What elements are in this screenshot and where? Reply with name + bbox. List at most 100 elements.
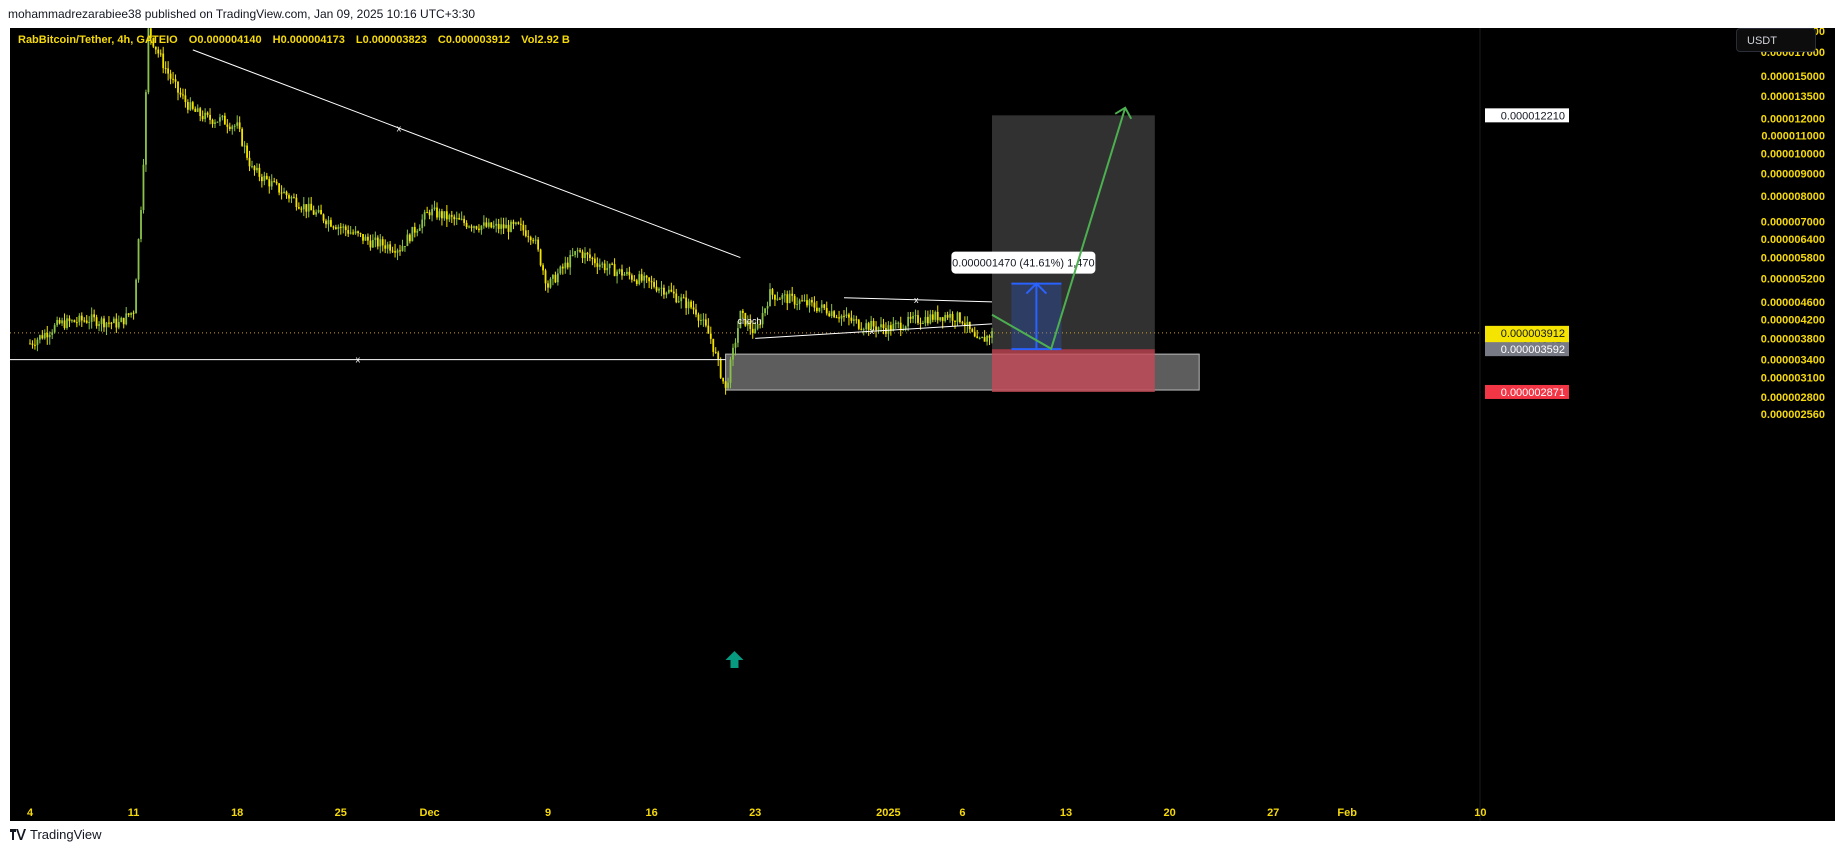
currency-button[interactable]: USDT: [1736, 28, 1816, 52]
candle-body: [334, 227, 337, 229]
candle-body: [667, 289, 670, 293]
candle-body: [322, 214, 325, 221]
candle-body: [34, 344, 36, 346]
candle-body: [613, 264, 616, 277]
candle-body: [877, 327, 880, 331]
candle-body: [771, 289, 774, 295]
tradingview-logo[interactable]: TradingView: [10, 827, 102, 842]
candle-body: [643, 275, 646, 281]
candle-body: [305, 204, 308, 212]
candle-body: [971, 329, 974, 332]
candle-body: [650, 281, 653, 283]
open-value: O0.000004140: [188, 34, 262, 46]
candle-body: [811, 300, 813, 303]
candle-body: [517, 222, 520, 224]
candle-body: [130, 312, 133, 315]
symbol-label[interactable]: RabBitcoin/Tether, 4h, GATEIO: [18, 34, 178, 46]
candle-body: [186, 102, 189, 110]
candle-body: [902, 329, 905, 331]
candle-body: [966, 321, 969, 326]
candle-body: [189, 102, 192, 110]
target-price-tag: 0.000012210: [1501, 110, 1565, 122]
candle-body: [275, 181, 278, 184]
candle-body: [623, 274, 626, 276]
candle-body: [527, 236, 530, 238]
candle-body: [951, 313, 954, 321]
candle-body: [258, 167, 261, 177]
projection-path[interactable]: [991, 107, 1127, 351]
candle-body: [51, 332, 54, 335]
candle-body: [956, 312, 959, 322]
price-chart[interactable]: x x x x choch 0.000001470 (41.61%) 1,470 0.000…: [10, 28, 1835, 821]
candle-body: [949, 313, 951, 318]
candle-body: [238, 122, 241, 129]
stop-loss-zone[interactable]: [992, 349, 1155, 392]
candle-body: [31, 343, 34, 345]
candle-body: [453, 216, 456, 220]
range-line[interactable]: [843, 297, 993, 303]
candle-body: [973, 331, 976, 337]
candle-body: [924, 316, 927, 324]
candle-body: [739, 310, 742, 329]
candle-body: [704, 319, 707, 326]
candle-body: [569, 254, 572, 268]
candle-body: [848, 314, 850, 318]
candle-body: [907, 316, 910, 327]
candle-body: [29, 343, 31, 345]
candle-body: [633, 279, 636, 281]
candle-body: [658, 288, 660, 291]
candle-body: [246, 145, 248, 158]
candle-body: [95, 317, 98, 326]
x-tick-label: 13: [1060, 807, 1072, 819]
candle-body: [482, 222, 485, 226]
target-zone[interactable]: [992, 115, 1155, 350]
candle-body: [507, 224, 510, 232]
trendline-x-marker: x: [397, 124, 402, 134]
candle-body: [682, 297, 685, 299]
candle-body: [808, 300, 811, 306]
candle-body: [288, 195, 290, 199]
candle-body: [880, 324, 882, 328]
x-tick-label: 16: [645, 807, 657, 819]
range-line[interactable]: [755, 323, 993, 339]
candle-body: [140, 210, 142, 240]
candle-body: [702, 319, 705, 321]
x-tick-label: 4: [27, 807, 34, 819]
candle-body: [58, 320, 61, 324]
y-tick-label: 0.000012000: [1761, 114, 1825, 126]
descending-trendline[interactable]: [192, 49, 741, 259]
publish-info: mohammadrezarabiee38 published on Tradin…: [8, 7, 476, 21]
candle-body: [512, 221, 515, 224]
candle-body: [468, 226, 470, 228]
candle-body: [371, 240, 374, 248]
candle-body: [717, 352, 720, 359]
candle-body: [364, 236, 367, 241]
candle-body: [892, 323, 895, 331]
y-tick-label: 0.000007000: [1761, 217, 1825, 229]
chart-area[interactable]: x x x x choch 0.000001470 (41.61%) 1,470 0.000…: [10, 28, 1835, 821]
x-tick-label: 18: [231, 807, 243, 819]
candle-body: [791, 293, 794, 296]
candle-body: [172, 78, 174, 80]
tradingview-logo-text: TradingView: [30, 827, 102, 842]
candle-body: [307, 203, 310, 212]
candle-body: [43, 332, 46, 339]
candle-body: [295, 197, 298, 208]
candle-body: [327, 220, 330, 225]
candle-body: [505, 224, 507, 229]
candle-body: [196, 108, 199, 112]
candle-body: [889, 325, 892, 331]
publish-bar: mohammadrezarabiee38 published on Tradin…: [0, 0, 1835, 28]
candle-body: [697, 314, 700, 321]
candle-body: [850, 317, 853, 321]
stop-price-tag: 0.000002871: [1501, 387, 1565, 399]
candle-body: [41, 335, 44, 339]
candle-body: [248, 157, 251, 167]
candle-body: [852, 319, 855, 321]
candle-body: [159, 53, 162, 55]
candle-body: [700, 319, 702, 321]
target-price-tag-bg: [1485, 108, 1569, 123]
candle-body: [983, 336, 986, 342]
candle-body: [386, 244, 389, 249]
candle-body: [88, 321, 91, 323]
